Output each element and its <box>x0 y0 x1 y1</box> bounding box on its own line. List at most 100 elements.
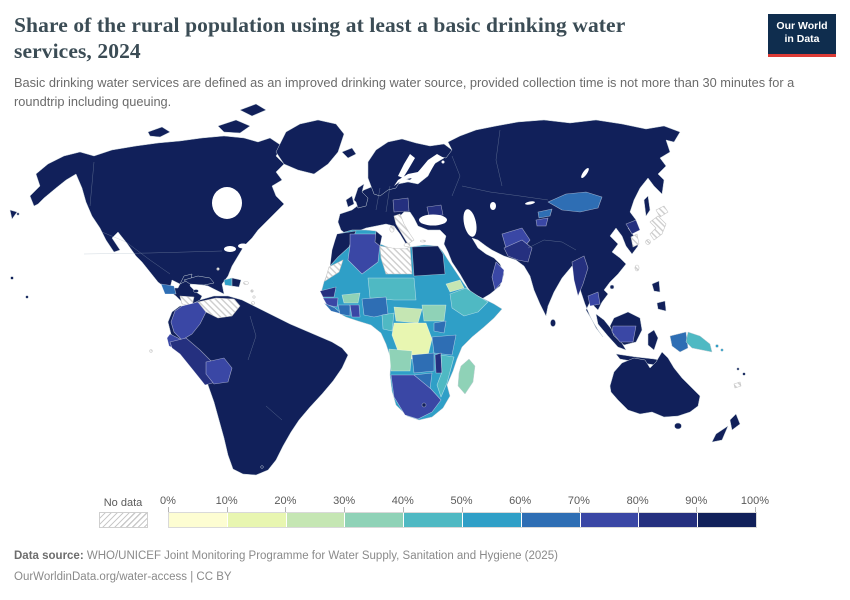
legend-bin-80-90[interactable] <box>639 513 698 527</box>
island-baffin[interactable] <box>217 119 251 134</box>
island-tasmania[interactable] <box>674 422 682 430</box>
country-north-korea[interactable] <box>625 219 641 235</box>
japan-hokkaido[interactable] <box>655 205 669 218</box>
country-poland[interactable] <box>392 197 410 213</box>
pacific-island[interactable] <box>10 276 14 280</box>
country-eritrea[interactable] <box>445 279 465 293</box>
no-data-swatch[interactable] <box>99 512 148 528</box>
country-morocco[interactable] <box>329 230 357 267</box>
country-guatemala[interactable] <box>160 283 177 295</box>
country-romania[interactable] <box>426 204 444 217</box>
country-south-sudan[interactable] <box>421 304 447 322</box>
islands-falkland[interactable] <box>260 465 264 469</box>
island-sicily[interactable] <box>403 242 411 248</box>
country-kyrgyzstan[interactable] <box>537 208 553 219</box>
country-dominican-republic[interactable] <box>231 277 242 288</box>
country-italy[interactable] <box>393 213 415 245</box>
legend-bin-60-70[interactable] <box>521 513 580 527</box>
legend-bin-10-20[interactable] <box>227 513 286 527</box>
country-puerto-rico[interactable] <box>243 281 249 285</box>
islands-vanuatu[interactable] <box>736 367 740 371</box>
islands-lesser-antilles[interactable] <box>252 295 256 299</box>
country-mongolia[interactable] <box>547 191 603 213</box>
country-jamaica[interactable] <box>193 289 199 293</box>
country-taiwan[interactable] <box>634 264 640 272</box>
country-greenland[interactable] <box>275 119 345 175</box>
country-oman[interactable] <box>491 261 505 291</box>
country-papua-new-guinea[interactable] <box>685 331 713 353</box>
islands-lesser-antilles[interactable] <box>250 289 254 293</box>
country-ethiopia[interactable] <box>449 287 489 317</box>
japan-honshu[interactable] <box>649 215 667 241</box>
country-bolivia[interactable] <box>205 357 233 385</box>
legend-bin-40-50[interactable] <box>404 513 462 527</box>
country-senegal[interactable] <box>319 286 337 298</box>
country-peru[interactable] <box>169 337 217 386</box>
region-kalimantan[interactable] <box>611 325 637 343</box>
new-zealand-north-island[interactable] <box>729 413 741 431</box>
country-pakistan[interactable] <box>503 239 533 263</box>
country-united-kingdom[interactable] <box>353 183 369 209</box>
legend-bin-90-100[interactable] <box>698 513 756 527</box>
islands-aleutian[interactable] <box>16 212 20 216</box>
island-hainan[interactable] <box>609 284 615 290</box>
country-tanzania[interactable] <box>431 334 457 356</box>
country-north-america[interactable] <box>29 135 285 313</box>
island-sumatra[interactable] <box>595 313 627 351</box>
islands-solomon[interactable] <box>720 348 724 352</box>
chukotka-fragment[interactable] <box>9 209 18 220</box>
country-south-korea[interactable] <box>630 233 640 248</box>
island-new-caledonia[interactable] <box>733 381 742 389</box>
island-victoria[interactable] <box>147 126 171 138</box>
country-egypt[interactable] <box>411 245 446 277</box>
island-crete[interactable] <box>420 239 426 243</box>
island-sardinia[interactable] <box>389 225 395 233</box>
country-western-sahara[interactable] <box>324 259 344 282</box>
islands-hawaii[interactable] <box>25 295 29 299</box>
license-label[interactable]: CC BY <box>196 570 232 583</box>
country-ireland[interactable] <box>345 195 355 208</box>
country-zambia[interactable] <box>411 352 435 374</box>
country-cameroon[interactable] <box>381 312 395 332</box>
data-source-text[interactable]: WHO/UNICEF Joint Monitoring Programme fo… <box>83 550 558 562</box>
country-myanmar[interactable] <box>571 255 589 297</box>
island-mindanao[interactable] <box>656 300 667 312</box>
country-uganda[interactable] <box>433 320 447 334</box>
country-ghana[interactable] <box>349 304 361 318</box>
island-ellesmere[interactable] <box>239 103 267 117</box>
country-cote-divoire[interactable] <box>337 304 351 317</box>
country-nigeria[interactable] <box>361 296 389 318</box>
island-luzon[interactable] <box>651 280 661 293</box>
country-iceland[interactable] <box>341 147 357 159</box>
country-tajikistan[interactable] <box>535 217 549 227</box>
legend-bin-50-60[interactable] <box>462 513 521 527</box>
countries-namibia-botswana-south-africa[interactable] <box>390 374 442 420</box>
legend-bin-20-30[interactable] <box>286 513 345 527</box>
islands-fiji[interactable] <box>742 372 746 376</box>
country-guinea[interactable] <box>322 297 339 308</box>
countries-niger-chad[interactable] <box>367 277 417 301</box>
region-scandinavia[interactable] <box>367 138 453 197</box>
country-sri-lanka[interactable] <box>550 319 556 327</box>
new-zealand-south-island[interactable] <box>711 425 729 443</box>
islands-bahamas[interactable] <box>216 267 220 271</box>
japan-kyushu[interactable] <box>645 239 651 245</box>
country-burkina-faso[interactable] <box>341 292 361 304</box>
legend-bin-0-10[interactable] <box>169 513 227 527</box>
country-mozambique[interactable] <box>436 354 455 398</box>
legend-bin-30-40[interactable] <box>345 513 404 527</box>
country-venezuela[interactable] <box>197 297 241 319</box>
country-cuba[interactable] <box>183 275 215 286</box>
owid-logo[interactable]: Our World in Data <box>768 14 836 57</box>
owid-link[interactable]: OurWorldinData.org/water-access <box>14 570 187 583</box>
country-lesotho[interactable] <box>421 402 427 408</box>
legend-bin-70-80[interactable] <box>580 513 639 527</box>
country-trinidad[interactable] <box>251 301 255 305</box>
islands-solomon[interactable] <box>715 344 719 348</box>
island-sakhalin[interactable] <box>643 195 651 217</box>
country-central-african-republic[interactable] <box>393 306 423 324</box>
country-australia[interactable] <box>609 351 701 418</box>
country-angola[interactable] <box>388 348 413 372</box>
region-west-papua[interactable] <box>669 331 689 353</box>
